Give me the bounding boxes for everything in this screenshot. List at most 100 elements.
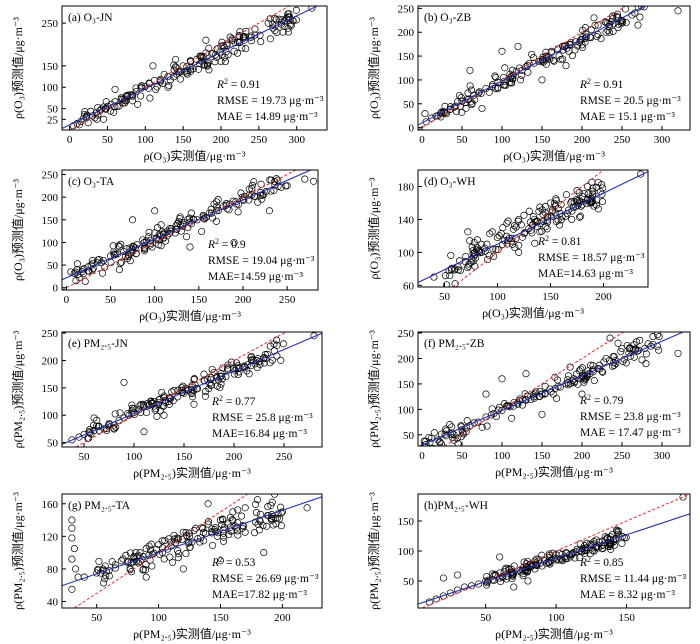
data-point: [178, 384, 186, 392]
data-point: [618, 344, 626, 352]
data-point: [204, 520, 212, 528]
data-point: [186, 543, 194, 551]
data-point: [157, 221, 165, 229]
x-tick-label: 50: [439, 291, 451, 303]
data-point: [527, 226, 535, 234]
mae-label: MAE=17.82 μg·m⁻³: [212, 589, 308, 601]
data-point: [674, 349, 682, 357]
y-axis-label: ρ(O₃)预测值/μg·m⁻³: [366, 17, 381, 119]
data-point: [153, 412, 161, 420]
data-point: [587, 199, 595, 207]
data-point: [538, 76, 546, 84]
data-point: [639, 0, 645, 4]
data-point: [562, 191, 570, 199]
data-point: [220, 533, 228, 541]
data-point: [188, 393, 197, 401]
x-tick-label: 50: [480, 612, 492, 624]
data-point: [557, 201, 565, 209]
data-point: [161, 396, 170, 404]
data-point: [235, 365, 243, 373]
data-point: [132, 250, 140, 258]
data-point: [155, 540, 163, 549]
data-point: [543, 216, 551, 224]
y-tick-label: 200: [42, 355, 59, 367]
data-point: [284, 28, 293, 36]
data-point: [573, 545, 581, 553]
data-point: [482, 390, 490, 398]
y-tick-label: 100: [42, 410, 59, 422]
data-point: [609, 353, 617, 361]
data-point: [458, 426, 466, 434]
data-point: [240, 196, 248, 204]
data-point: [521, 390, 529, 398]
data-point: [438, 430, 446, 438]
data-point: [601, 536, 609, 544]
data-point: [604, 27, 612, 35]
data-point: [575, 213, 584, 221]
data-point: [453, 434, 461, 442]
data-point: [199, 213, 207, 221]
data-point: [128, 245, 136, 253]
data-point: [577, 212, 585, 220]
data-point: [473, 236, 481, 244]
data-point: [258, 195, 266, 203]
data-point: [441, 272, 449, 280]
data-point: [525, 207, 533, 215]
data-point: [162, 399, 170, 407]
data-point: [443, 281, 451, 287]
data-point: [142, 573, 150, 581]
reference-line: [444, 332, 625, 446]
y-axis-label: ρ(O₃)预测值/μg·m⁻³: [10, 179, 25, 281]
mae-label: MAE=14.59 μg·m⁻³: [208, 271, 304, 283]
data-point: [519, 570, 527, 578]
x-tick-label: 200: [213, 134, 230, 146]
y-tick-label: 100: [42, 237, 59, 249]
data-point: [134, 100, 142, 108]
data-point: [209, 541, 217, 549]
x-tick-label: 150: [534, 134, 551, 146]
data-point: [219, 515, 227, 523]
data-point: [219, 516, 227, 524]
data-point: [252, 509, 261, 517]
data-point: [163, 227, 171, 235]
data-point: [584, 367, 592, 375]
data-point: [68, 516, 76, 524]
data-point: [172, 539, 180, 547]
data-point: [598, 544, 606, 552]
data-point: [430, 429, 438, 437]
data-point: [108, 558, 116, 566]
data-point: [623, 341, 631, 350]
reference-line: [422, 494, 690, 608]
panel-label: (c) O₃-TA: [68, 176, 115, 188]
data-point: [216, 557, 225, 565]
data-point: [110, 424, 118, 432]
data-point: [598, 198, 607, 206]
data-point: [478, 104, 486, 113]
data-point: [508, 571, 516, 579]
data-point: [197, 534, 205, 542]
data-point: [638, 356, 646, 364]
data-point: [228, 516, 236, 524]
data-point: [70, 545, 78, 553]
data-point: [188, 386, 196, 394]
data-point: [535, 556, 543, 564]
data-point: [170, 535, 178, 543]
data-point: [463, 417, 471, 425]
data-point: [251, 500, 260, 508]
data-point: [242, 45, 250, 53]
data-point: [94, 256, 102, 264]
data-point: [156, 407, 165, 415]
data-point: [436, 438, 444, 446]
data-point: [283, 182, 291, 190]
y-tick-label: 250: [42, 170, 59, 182]
data-point: [151, 406, 159, 414]
panel-label: (d) O₃-WH: [424, 176, 476, 188]
data-point: [98, 269, 107, 277]
data-point: [205, 385, 213, 393]
y-tick-label: 250: [42, 328, 59, 340]
x-tick-label: 200: [574, 134, 591, 146]
y-tick-label: 150: [398, 516, 415, 528]
data-point: [160, 411, 168, 419]
data-point: [594, 205, 602, 213]
plot-area: [62, 494, 322, 608]
